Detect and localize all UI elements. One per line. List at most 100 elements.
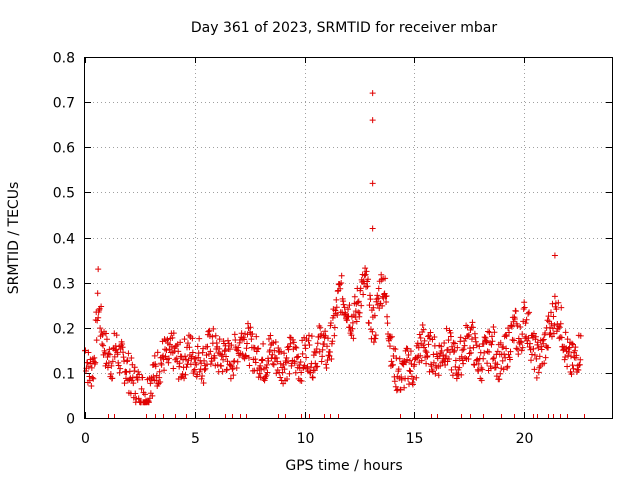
data-point (490, 355, 497, 362)
data-point (104, 364, 111, 371)
data-point (179, 371, 186, 378)
data-point (277, 374, 284, 381)
data-point (333, 296, 340, 303)
data-point (340, 301, 347, 308)
data-point (210, 325, 217, 332)
data-point (386, 343, 393, 350)
data-point (248, 336, 255, 343)
data-point (145, 399, 152, 406)
data-point (382, 275, 389, 282)
data-point (113, 332, 120, 339)
data-point (467, 349, 474, 356)
data-point (216, 345, 223, 352)
data-point (274, 358, 281, 365)
data-point (457, 334, 464, 341)
data-point (458, 353, 465, 360)
data-point (415, 344, 422, 351)
data-point (305, 337, 312, 344)
data-point (565, 352, 572, 359)
data-point (551, 293, 558, 300)
y-tick-label: 0.7 (53, 96, 75, 112)
data-point (432, 370, 439, 377)
y-tick-label: 0.1 (53, 367, 75, 383)
y-tick-labels: 0 0.1 0.2 0.3 0.4 0.5 0.6 0.7 0.8 (53, 51, 75, 428)
data-point (158, 361, 165, 368)
data-point (460, 346, 467, 353)
data-point (95, 266, 102, 273)
data-point (516, 340, 523, 347)
data-point (95, 314, 102, 321)
data-point (532, 333, 539, 340)
data-point (476, 343, 483, 350)
data-point (533, 355, 540, 362)
data-point (295, 353, 302, 360)
data-point (406, 367, 413, 374)
data-point (481, 349, 488, 356)
data-point (475, 360, 482, 367)
data-point (514, 322, 521, 329)
data-point (214, 361, 221, 368)
data-point (94, 317, 101, 324)
data-point (297, 377, 304, 384)
data-point (530, 345, 537, 352)
data-point (299, 350, 306, 357)
data-point (286, 370, 293, 377)
y-tick-label: 0 (66, 412, 75, 428)
data-point (509, 336, 516, 343)
axis-ticks (85, 57, 612, 419)
data-point (550, 313, 557, 320)
data-point (94, 290, 101, 297)
data-point (504, 363, 511, 370)
data-point (443, 353, 450, 360)
data-point (267, 332, 274, 339)
data-point (375, 295, 382, 302)
data-point (350, 335, 357, 342)
data-point (484, 360, 491, 367)
data-point (206, 327, 213, 334)
data-point (500, 366, 507, 373)
data-point (108, 362, 115, 369)
data-point (535, 345, 542, 352)
data-point (163, 347, 170, 354)
x-tick-label: 5 (191, 431, 200, 447)
data-point (256, 370, 263, 377)
data-point (142, 391, 149, 398)
data-point (486, 348, 493, 355)
data-point (338, 279, 345, 286)
data-point (306, 342, 313, 349)
data-point (549, 300, 556, 307)
data-point (281, 350, 288, 357)
data-point (207, 348, 214, 355)
data-point (511, 316, 518, 323)
data-point (102, 330, 109, 337)
data-point (264, 361, 271, 368)
data-point (247, 324, 254, 331)
data-point (260, 340, 267, 347)
y-tick-label: 0.2 (53, 322, 75, 338)
data-point (111, 353, 118, 360)
data-point (193, 361, 200, 368)
data-point (449, 372, 456, 379)
data-point (136, 371, 143, 378)
data-point (131, 364, 138, 371)
data-point (469, 319, 476, 326)
data-point (109, 375, 116, 382)
data-point (257, 362, 264, 369)
data-point (176, 360, 183, 367)
data-point (219, 351, 226, 358)
data-point (421, 344, 428, 351)
data-point (284, 358, 291, 365)
data-point (362, 271, 369, 278)
data-point (204, 343, 211, 350)
data-point (403, 359, 410, 366)
data-point (501, 351, 508, 358)
data-point (390, 345, 397, 352)
data-point (458, 371, 465, 378)
data-point (175, 348, 182, 355)
data-point (393, 355, 400, 362)
data-point (519, 331, 526, 338)
data-point (312, 360, 319, 367)
data-point (93, 337, 100, 344)
data-point (284, 375, 291, 382)
